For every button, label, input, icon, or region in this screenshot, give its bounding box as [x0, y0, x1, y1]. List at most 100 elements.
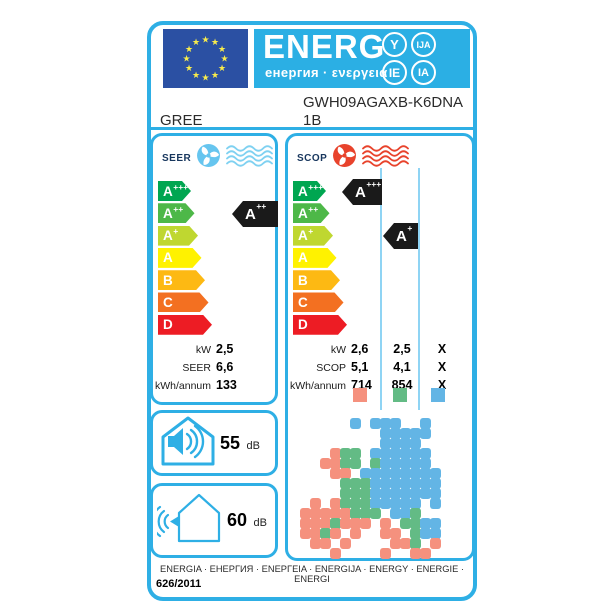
svg-text:★: ★	[192, 70, 200, 80]
map-cell	[340, 498, 351, 509]
class-arrow-b: B	[158, 270, 205, 290]
map-cell	[340, 538, 351, 549]
indoor-noise-unit: dB	[246, 439, 260, 452]
seer-seer-value: 6,6	[216, 360, 234, 374]
map-cell	[340, 448, 351, 459]
class-arrow-appp: A +++	[158, 181, 191, 201]
map-cell	[380, 518, 391, 529]
map-cell	[370, 478, 381, 489]
map-cell	[420, 418, 431, 429]
map-cell	[360, 508, 371, 519]
scale-row: A ++	[158, 203, 212, 223]
scop-kw-warmer: 2,6	[351, 342, 369, 356]
map-cell	[410, 458, 421, 469]
energ-subtitle: енергия · ενεργεια	[265, 65, 388, 80]
outdoor-noise-icon	[151, 490, 223, 551]
map-cell	[420, 488, 431, 499]
map-cell	[430, 538, 441, 549]
scop-efficiency-row: SCOP 5,1 4,1 X	[288, 360, 472, 378]
map-cell	[310, 538, 321, 549]
map-cell	[420, 548, 431, 559]
map-cell	[340, 488, 351, 499]
map-cell	[340, 478, 351, 489]
map-cell	[410, 438, 421, 449]
map-cell	[410, 528, 421, 539]
scale-row: C	[293, 292, 347, 312]
suffix-circle-ia: IA	[411, 60, 436, 85]
scale-row: A +++	[158, 181, 212, 201]
outdoor-noise-value: 60	[227, 510, 248, 530]
air-waves-icon	[226, 144, 278, 172]
map-cell	[420, 478, 431, 489]
energ-word: ENERG	[263, 28, 386, 65]
map-cell	[350, 488, 361, 499]
map-cell	[340, 518, 351, 529]
seer-kw-value: 2,5	[216, 342, 234, 356]
map-cell	[400, 488, 411, 499]
class-arrow-d: D	[158, 315, 212, 335]
map-cell	[380, 478, 391, 489]
map-cell	[390, 468, 401, 479]
scale-row: A	[158, 248, 212, 268]
heating-fan-icon	[332, 143, 357, 173]
indoor-noise-text: 55 dB	[220, 433, 260, 454]
map-cell	[370, 468, 381, 479]
map-cell	[370, 418, 381, 429]
zone-square-colder	[431, 388, 445, 402]
map-cell	[330, 458, 341, 469]
map-cell	[330, 468, 341, 479]
map-cell	[410, 488, 421, 499]
europe-climate-map	[300, 418, 470, 559]
header-divider	[149, 127, 475, 130]
scale-row: A	[293, 248, 347, 268]
map-cell	[320, 538, 331, 549]
svg-text:★: ★	[211, 70, 219, 80]
map-cell	[350, 418, 361, 429]
map-cell	[320, 508, 331, 519]
scop-rating-arrow-average: A+	[383, 223, 418, 249]
svg-text:★: ★	[192, 37, 200, 47]
seer-rating-arrow: A++	[232, 201, 278, 227]
map-cell	[410, 428, 421, 439]
outdoor-noise-text: 60 dB	[227, 510, 267, 531]
map-cell	[390, 528, 401, 539]
suffix-circle-ija: IJA	[411, 32, 436, 57]
map-cell	[400, 498, 411, 509]
class-arrow-d: D	[293, 315, 347, 335]
svg-text:★: ★	[182, 54, 190, 64]
suffix-circle-y: Y	[382, 32, 407, 57]
scop-kw-average: 2,5	[393, 342, 411, 356]
map-cell	[380, 528, 391, 539]
seer-rating-value: A++	[245, 200, 267, 223]
suffix-circle-ie: IE	[382, 60, 407, 85]
scop-kwh-label: kWh/annum	[289, 380, 346, 392]
map-cell	[410, 538, 421, 549]
brand-name: GREE	[160, 112, 203, 129]
seer-kwh-label: kWh/annum	[154, 380, 211, 392]
climate-column-divider-2	[418, 168, 420, 410]
map-cell	[350, 508, 361, 519]
class-arrow-app: A ++	[293, 203, 330, 223]
scop-scop-average: 4,1	[393, 360, 411, 374]
map-cell	[370, 488, 381, 499]
svg-text:★: ★	[185, 63, 193, 73]
map-cell	[390, 488, 401, 499]
map-cell	[390, 428, 401, 439]
map-cell	[390, 438, 401, 449]
map-cell	[370, 448, 381, 459]
map-cell	[380, 468, 391, 479]
scop-energy-scale: A +++ A ++ A + A B C D	[293, 181, 347, 337]
map-cell	[420, 528, 431, 539]
scop-header: SCOP	[297, 143, 414, 173]
seer-energy-scale: A +++ A ++ A + A B C D	[158, 181, 212, 337]
map-cell	[390, 478, 401, 489]
zone-square-warmer	[353, 388, 367, 402]
scale-row: A +	[158, 226, 212, 246]
indoor-noise-value: 55	[220, 432, 241, 453]
map-cell	[330, 518, 341, 529]
map-cell	[430, 498, 441, 509]
map-cell	[420, 448, 431, 459]
svg-text:★: ★	[218, 63, 226, 73]
map-cell	[360, 478, 371, 489]
cooling-fan-icon	[196, 143, 221, 173]
